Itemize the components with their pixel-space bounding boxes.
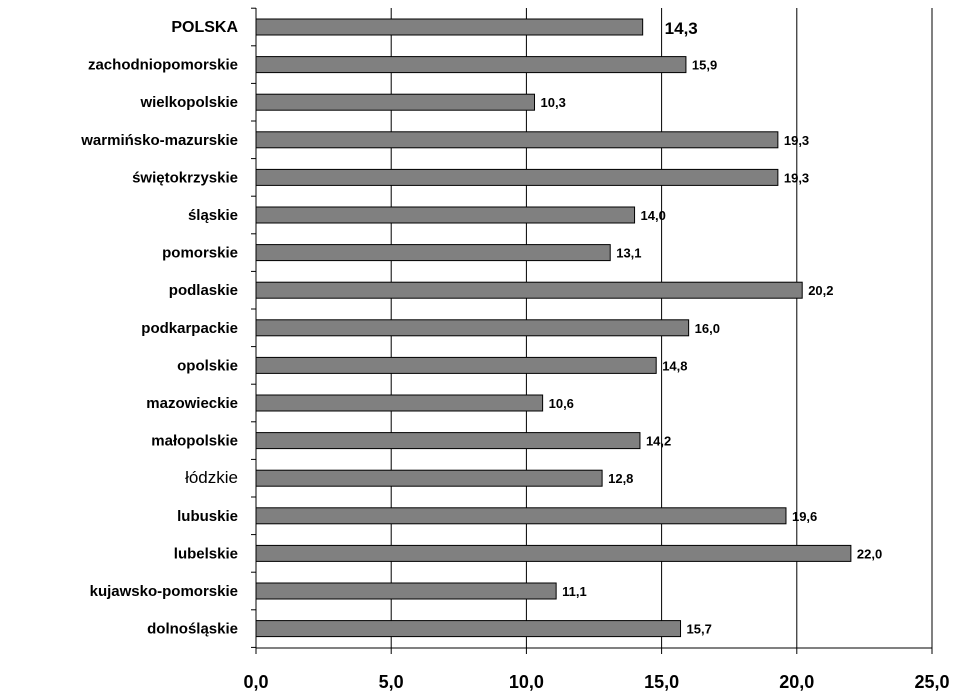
value-label: 14,2 — [646, 434, 671, 449]
category-label: zachodniopomorskie — [88, 57, 238, 74]
value-labels: 14,3 15,9 10,3 19,3 19,3 14,0 13,1 20,2 16,0 14,8… — [541, 19, 883, 637]
bar — [255, 244, 611, 262]
category-label: lubelskie — [174, 545, 238, 562]
bar — [255, 620, 682, 638]
value-label: 15,7 — [687, 622, 712, 637]
bar — [255, 544, 852, 562]
value-label: 22,0 — [857, 546, 882, 561]
category-labels: POLSKA zachodniopomorskie wielkopolskie war… — [80, 19, 238, 638]
category-label: POLSKA — [171, 19, 238, 36]
category-label: podkarpackie — [141, 320, 238, 337]
category-label: mazowieckie — [146, 395, 238, 412]
bar — [255, 93, 536, 111]
bar — [255, 168, 779, 186]
x-tick-label: 20,0 — [779, 672, 814, 692]
value-label: 20,2 — [808, 283, 833, 298]
value-label: 19,3 — [784, 170, 809, 185]
category-label: małopolskie — [151, 433, 238, 450]
bar — [255, 131, 779, 149]
bar — [255, 56, 687, 74]
category-label: śląskie — [188, 207, 238, 224]
value-label: 19,3 — [784, 133, 809, 148]
category-label: wielkopolskie — [139, 94, 238, 111]
value-label: 15,9 — [692, 58, 717, 73]
bar — [255, 394, 544, 412]
x-tick-labels: 0,0 5,0 10,0 15,0 20,0 25,0 — [243, 672, 949, 692]
value-label: 19,6 — [792, 509, 817, 524]
value-label: 10,6 — [549, 396, 574, 411]
category-label: opolskie — [177, 357, 238, 374]
bar — [255, 319, 690, 337]
bar — [255, 582, 557, 600]
x-tick-label: 10,0 — [509, 672, 544, 692]
bar — [255, 469, 603, 487]
category-label: łódzkie — [185, 468, 238, 487]
category-label: pomorskie — [162, 245, 238, 262]
bar — [255, 507, 787, 525]
value-label: 10,3 — [541, 95, 566, 110]
value-label: 12,8 — [608, 471, 633, 486]
value-label: 16,0 — [695, 321, 720, 336]
category-label: świętokrzyskie — [132, 169, 238, 186]
category-label: podlaskie — [169, 282, 238, 299]
value-label: 13,1 — [616, 246, 641, 261]
category-label: lubuskie — [177, 508, 238, 525]
bar — [255, 356, 657, 374]
bar — [255, 432, 641, 450]
category-label: kujawsko-pomorskie — [90, 583, 238, 600]
category-label: warmińsko-mazurskie — [80, 132, 238, 149]
value-label: 14,3 — [665, 19, 698, 38]
bar — [255, 18, 644, 36]
value-label: 14,0 — [641, 208, 666, 223]
x-tick-label: 15,0 — [644, 672, 679, 692]
bar — [255, 281, 803, 299]
x-tick-label: 0,0 — [243, 672, 268, 692]
x-tick-label: 25,0 — [914, 672, 949, 692]
bars — [255, 18, 852, 638]
axes — [251, 7, 933, 654]
bar — [255, 206, 636, 224]
value-label: 14,8 — [662, 358, 687, 373]
category-label: dolnośląskie — [147, 621, 238, 638]
value-label: 11,1 — [562, 584, 587, 599]
x-tick-label: 5,0 — [379, 672, 404, 692]
